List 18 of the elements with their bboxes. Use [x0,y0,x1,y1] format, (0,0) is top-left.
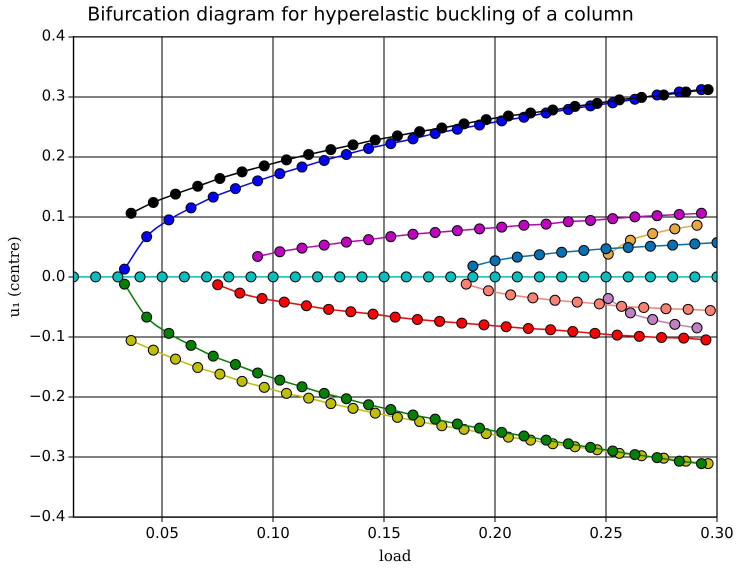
x-axis-title: load [379,546,412,565]
y-axis-title: u₁ (centre) [4,236,23,318]
x-tick-label: 0.25 [589,524,623,542]
x-tick-label: 0.20 [478,524,512,542]
chart-title: Bifurcation diagram for hyperelastic buckling of a column [87,3,634,26]
y-tick-label: 0.3 [42,86,66,105]
y-tick-label: −0.3 [28,446,66,465]
y-tick-label: 0.0 [42,266,66,285]
x-tick-label: 0.15 [367,524,401,542]
y-tick-label: 0.4 [42,26,66,45]
y-tick-label: 0.1 [42,206,66,225]
y-tick-label: −0.1 [28,326,66,345]
x-tick-label: 0.05 [145,524,179,542]
x-tick-label: 0.30 [700,524,734,542]
y-tick-label: 0.2 [42,146,66,165]
x-tick-label: 0.10 [256,524,290,542]
y-tick-label: −0.2 [28,386,66,405]
y-tick-label: −0.4 [28,506,66,525]
